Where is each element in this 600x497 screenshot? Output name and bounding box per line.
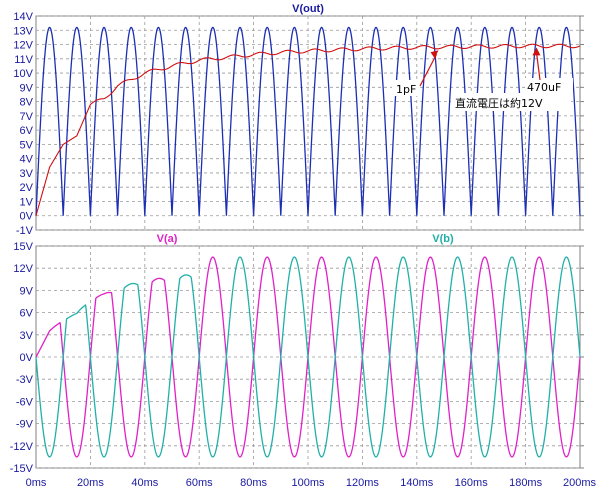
vout-title: V(out) (292, 3, 324, 15)
x-tick-label: 180ms (509, 477, 543, 489)
x-tick-label: 120ms (346, 477, 380, 489)
vout-y-tick-label: 1V (20, 196, 34, 208)
vab-y-tick-label: 3V (20, 330, 34, 342)
anno-note-box (451, 93, 571, 111)
vout-y-tick-label: 0V (20, 211, 34, 223)
anno-1pf-arrow-head (430, 50, 439, 59)
vout-y-tick-label: 2V (20, 182, 34, 194)
x-tick-label: 40ms (131, 477, 158, 489)
vab-y-tick-label: 12V (13, 263, 33, 275)
vab-y-tick-label: 9V (20, 285, 34, 297)
vb-legend-label: V(b) (432, 233, 454, 245)
x-tick-label: 0ms (26, 477, 47, 489)
anno-1pf-box (392, 80, 420, 96)
vout-y-tick-label: 5V (20, 139, 34, 151)
anno-470uf-arrow-line (535, 52, 541, 81)
vab-y-tick-label: -12V (10, 441, 34, 453)
vout-y-tick-label: 14V (13, 11, 33, 23)
vout-y-tick-label: 9V (20, 82, 34, 94)
vout-y-tick-label: -1V (16, 225, 34, 237)
vout-rectified-line (35, 26, 581, 216)
x-tick-label: 160ms (455, 477, 489, 489)
vab-y-tick-label: -6V (16, 396, 34, 408)
anno-1pf-label: 1pF (396, 83, 416, 96)
vout-y-tick-label: 4V (20, 154, 34, 166)
vab-y-tick-label: -15V (10, 463, 34, 475)
va-legend-label: V(a) (157, 233, 178, 245)
x-tick-label: 20ms (77, 477, 104, 489)
anno-470uf-label: 470uF (527, 81, 561, 94)
anno-note-label: 直流電圧は約12V (455, 96, 543, 110)
vout-y-tick-label: 6V (20, 125, 34, 137)
vab-y-tick-label: 6V (20, 308, 34, 320)
x-tick-label: 200ms (563, 477, 597, 489)
vab-y-tick-label: 15V (13, 241, 33, 253)
vout-y-tick-label: 3V (20, 168, 34, 180)
x-tick-label: 140ms (400, 477, 434, 489)
x-tick-label: 100ms (291, 477, 325, 489)
vout-dc-line (35, 43, 581, 216)
anno-470uf-box (525, 78, 573, 94)
vout-y-tick-label: 11V (14, 54, 33, 66)
vout-y-tick-label: 8V (20, 97, 34, 109)
vout-y-tick-label: 13V (13, 25, 33, 37)
x-tick-label: 80ms (240, 477, 267, 489)
vb-line (35, 256, 581, 458)
vout-y-tick-label: 10V (13, 68, 33, 80)
x-tick-label: 60ms (186, 477, 213, 489)
anno-470uf-arrow-head (532, 47, 541, 56)
vout-y-tick-label: 7V (20, 111, 34, 123)
vab-y-tick-label: -3V (16, 374, 34, 386)
anno-1pf-arrow-line (419, 53, 438, 87)
vout-y-tick-label: 12V (13, 40, 33, 52)
vab-y-tick-label: 0V (20, 352, 34, 364)
vab-y-tick-label: -9V (16, 419, 34, 431)
